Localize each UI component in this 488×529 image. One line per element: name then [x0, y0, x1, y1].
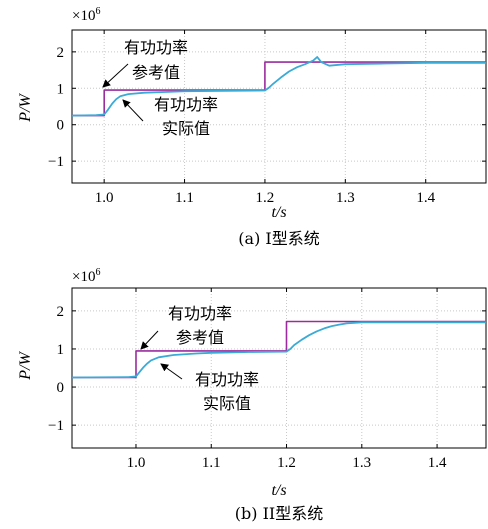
annotation-arrow: [160, 363, 183, 380]
y-tick-label: 2: [57, 45, 65, 61]
series-actual-line: [72, 321, 486, 379]
annotation-line2: 参考值: [176, 328, 224, 347]
y-tick-label: 1: [57, 81, 65, 97]
x-tick-label: 1.3: [336, 190, 355, 206]
y-tick-label: 0: [57, 118, 65, 134]
x-axis-label: t/s: [271, 204, 286, 221]
y-axis-label: P/W: [17, 93, 34, 123]
annotation-line1: 有功功率: [154, 95, 218, 114]
annotation-arrow: [122, 99, 144, 122]
x-tick-label: 1.1: [175, 190, 194, 206]
exponent-label: ×106: [72, 267, 100, 285]
x-tick-label: 1.2: [256, 190, 275, 206]
exponent-base: ×10: [72, 8, 95, 24]
exponent-power: 6: [95, 267, 100, 278]
annotation-line2: 参考值: [132, 63, 180, 82]
series-actual-line: [72, 56, 486, 117]
y-tick-label: 1: [57, 342, 65, 358]
plot-frame: [71, 287, 487, 449]
exponent-label: ×106: [72, 6, 100, 24]
annotation-line1: 有功功率: [124, 38, 188, 57]
x-tick-label: 1.0: [127, 455, 146, 471]
chart-caption: (a) I型系统: [238, 229, 319, 248]
series-reference-line: [72, 320, 486, 379]
chart-panel-a: 1.0 1.1 1.2 1.3 1.4 −1 0 1 2 ×106 P/W t/s (a) I型系统 有功…: [17, 6, 487, 248]
annotation-arrow: [140, 330, 159, 350]
annotation-line1: 有功功率: [195, 370, 259, 389]
exponent-power: 6: [95, 6, 100, 17]
annotation-line2: 实际值: [162, 119, 210, 138]
annotation-arrow: [102, 63, 129, 88]
x-tick-label: 1.2: [277, 455, 296, 471]
x-tick-label: 1.0: [95, 190, 114, 206]
x-tick-label: 1.4: [416, 190, 435, 206]
y-axis-label: P/W: [17, 351, 34, 381]
x-tick-label: 1.4: [428, 455, 447, 471]
y-tick-label: −1: [48, 418, 64, 434]
exponent-base: ×10: [72, 269, 95, 285]
y-tick-label: −1: [48, 154, 64, 170]
x-tick-label: 1.3: [352, 455, 371, 471]
x-axis-label: t/s: [271, 482, 286, 499]
plot-frame: [71, 29, 487, 184]
annotation-line1: 有功功率: [168, 304, 232, 323]
annotation-line2: 实际值: [203, 394, 251, 413]
y-tick-label: 0: [57, 380, 65, 396]
chart-panel-b: 1.0 1.1 1.2 1.3 1.4 −1 0 1 2 ×106 P/W t/s (b) II型系统 有…: [17, 267, 487, 523]
chart-caption: (b) II型系统: [235, 504, 323, 523]
x-tick-label: 1.1: [202, 455, 221, 471]
y-tick-label: 2: [57, 304, 65, 320]
